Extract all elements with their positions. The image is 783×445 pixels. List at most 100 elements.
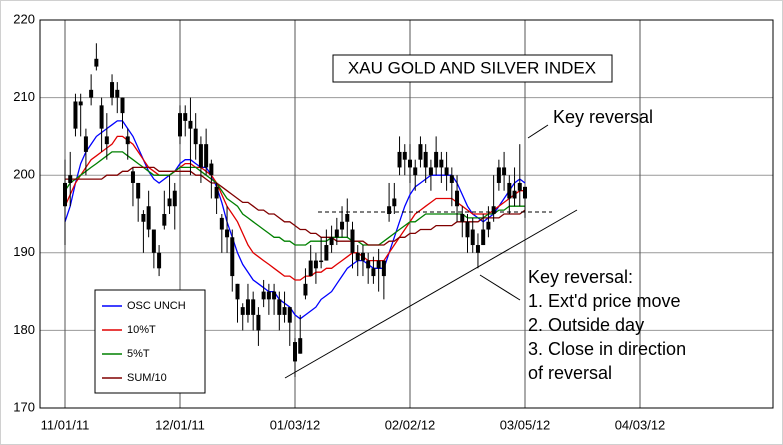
- body: [434, 151, 439, 168]
- body: [99, 105, 104, 129]
- body: [73, 101, 78, 129]
- x-tick-label: 12/01/11: [155, 417, 205, 432]
- legend-box: [94, 289, 206, 394]
- body: [355, 252, 360, 261]
- body: [502, 167, 507, 176]
- x-tick-label: 01/03/12: [270, 417, 321, 432]
- body: [183, 113, 188, 121]
- body: [523, 186, 527, 199]
- annotation: Key reversal: [553, 107, 653, 127]
- ma-line: [65, 166, 526, 246]
- annotation: of reversal: [528, 363, 612, 383]
- body: [230, 237, 235, 277]
- body: [308, 260, 313, 277]
- body: [209, 163, 214, 176]
- legend: OSC UNCH 10%T 5%T SUM/10: [94, 289, 206, 394]
- body: [130, 171, 135, 183]
- body: [245, 299, 250, 315]
- annotation: 1. Ext'd price move: [528, 291, 681, 311]
- body: [345, 214, 350, 222]
- body: [204, 144, 209, 168]
- body: [360, 252, 365, 261]
- x-tick-label: 02/02/12: [385, 417, 436, 432]
- y-tick-label: 180: [13, 322, 35, 337]
- body: [125, 136, 130, 145]
- body: [392, 198, 397, 207]
- ma-line: [64, 135, 525, 281]
- body: [287, 307, 292, 323]
- body: [460, 214, 465, 222]
- body: [486, 221, 491, 230]
- body: [120, 97, 125, 114]
- body: [63, 182, 67, 207]
- body: [225, 229, 230, 238]
- body: [303, 283, 308, 296]
- chart-title: XAU GOLD AND SILVER INDEX: [348, 58, 596, 77]
- body: [397, 151, 402, 168]
- body: [162, 214, 167, 226]
- body: [350, 229, 355, 253]
- legend-label: 10%T: [127, 324, 156, 336]
- body: [334, 229, 339, 238]
- body: [219, 217, 224, 230]
- body: [408, 159, 412, 168]
- body: [439, 159, 444, 168]
- body: [277, 299, 282, 315]
- plot-border: [39, 19, 774, 409]
- body: [507, 182, 512, 199]
- legend-label: OSC UNCH: [127, 300, 186, 312]
- body: [371, 268, 376, 277]
- body: [293, 342, 297, 362]
- legend-label: SUM/10: [127, 372, 167, 384]
- body: [402, 151, 407, 160]
- bars: [63, 43, 527, 377]
- body: [376, 260, 381, 269]
- y-tick-label: 200: [13, 167, 35, 182]
- body: [115, 89, 120, 98]
- body: [151, 229, 156, 253]
- x-tick-label: 03/05/12: [500, 417, 551, 432]
- body: [481, 229, 486, 246]
- body: [512, 190, 517, 199]
- y-tick-label: 190: [13, 244, 35, 259]
- body: [381, 260, 386, 277]
- body: [261, 291, 266, 300]
- body: [266, 291, 271, 300]
- body: [366, 260, 371, 269]
- body: [157, 252, 162, 269]
- body: [329, 237, 334, 246]
- body: [141, 214, 146, 222]
- x-tick-label: 11/01/11: [41, 417, 90, 432]
- body: [110, 82, 115, 98]
- body: [444, 167, 449, 176]
- annotation: 2. Outside day: [528, 315, 644, 335]
- title-box: [332, 54, 613, 83]
- body: [136, 182, 141, 199]
- body: [423, 151, 428, 168]
- body: [240, 307, 245, 315]
- body: [94, 58, 99, 67]
- pointer: [479, 274, 521, 301]
- annotation: Key reversal:: [528, 267, 633, 287]
- lines: [64, 120, 526, 320]
- body: [496, 167, 501, 183]
- body: [68, 175, 73, 183]
- body: [455, 190, 460, 207]
- annotation: 3. Close in direction: [528, 339, 686, 359]
- body: [475, 245, 480, 253]
- body: [78, 101, 83, 106]
- body: [256, 314, 261, 331]
- body: [319, 260, 324, 263]
- body: [193, 128, 198, 145]
- body: [198, 144, 203, 168]
- body: [470, 229, 475, 246]
- body: [251, 299, 256, 315]
- body: [428, 167, 433, 176]
- body: [387, 206, 392, 214]
- body: [340, 221, 345, 230]
- body: [188, 120, 193, 129]
- body: [313, 260, 318, 269]
- body: [167, 198, 172, 207]
- body: [214, 186, 219, 199]
